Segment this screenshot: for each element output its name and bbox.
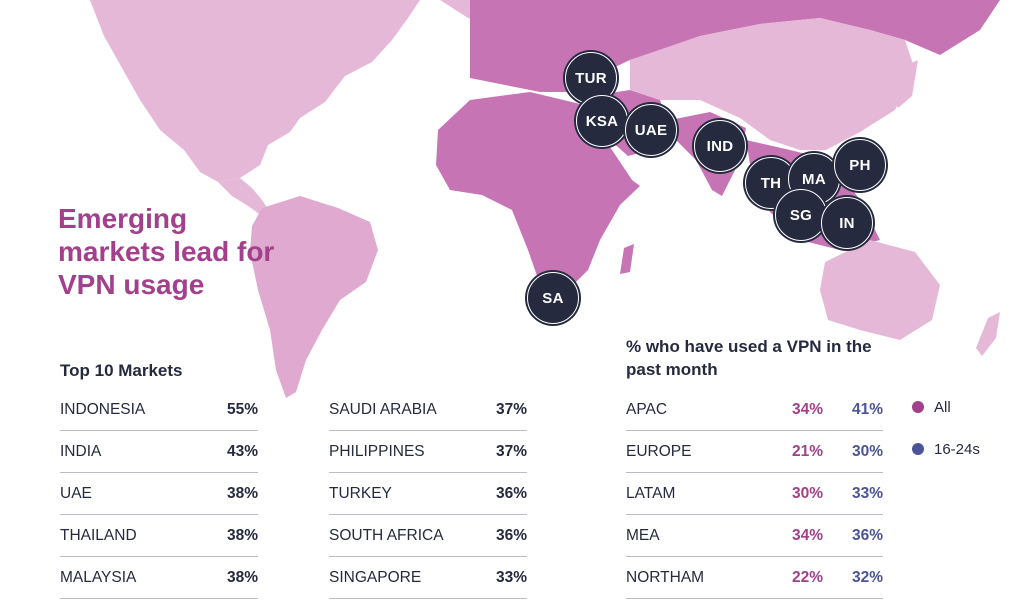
market-name: SINGAPORE [329, 568, 422, 586]
market-name: SOUTH AFRICA [329, 526, 444, 544]
madagascar-land [620, 244, 634, 274]
table-row: SOUTH AFRICA 36% [329, 515, 527, 557]
marker-ind[interactable]: IND [694, 120, 746, 172]
region-value-all: 30% [791, 484, 823, 502]
legend: All 16-24s [912, 386, 980, 470]
market-name: PHILIPPINES [329, 442, 425, 460]
table-row: APAC 34% 41% [626, 389, 883, 431]
region-value-all: 34% [791, 400, 823, 418]
region-value-16-24: 32% [851, 568, 883, 586]
region-value-16-24: 41% [851, 400, 883, 418]
table-row: UAE 38% [60, 473, 258, 515]
region-value-16-24: 36% [851, 526, 883, 544]
legend-dot-all [912, 401, 924, 413]
table-row: SINGAPORE 33% [329, 557, 527, 599]
region-value-all: 21% [791, 442, 823, 460]
marker-uae[interactable]: UAE [625, 104, 677, 156]
legend-label-16-24: 16-24s [934, 440, 980, 458]
market-value: 36% [495, 484, 527, 502]
marker-ksa[interactable]: KSA [576, 95, 628, 147]
market-value: 37% [495, 400, 527, 418]
market-name: THAILAND [60, 526, 137, 544]
market-value: 38% [226, 568, 258, 586]
new-zealand-land [976, 312, 1000, 356]
top-markets-title: Top 10 Markets [60, 361, 183, 380]
marker-sg[interactable]: SG [775, 189, 827, 241]
market-name: MALAYSIA [60, 568, 137, 586]
south-america-land [250, 196, 378, 398]
north-america-land [90, 0, 420, 182]
central-america-land [218, 178, 270, 216]
legend-label-all: All [934, 398, 951, 416]
legend-item-all: All [912, 386, 980, 428]
market-name: TURKEY [329, 484, 392, 502]
region-name: EUROPE [626, 442, 692, 460]
region-name: NORTHAM [626, 568, 705, 586]
market-value: 36% [495, 526, 527, 544]
region-value-all: 34% [791, 526, 823, 544]
market-value: 37% [495, 442, 527, 460]
table-row: TURKEY 36% [329, 473, 527, 515]
market-name: INDONESIA [60, 400, 146, 418]
top-markets-left-list: INDONESIA 55% INDIA 43% UAE 38% THAILAND 38%… [60, 389, 258, 599]
asia-land [630, 18, 915, 150]
australia-land [820, 240, 940, 340]
region-value-16-24: 33% [851, 484, 883, 502]
table-row: INDONESIA 55% [60, 389, 258, 431]
legend-item-16-24: 16-24s [912, 428, 980, 470]
table-row: NORTHAM 22% 32% [626, 557, 883, 599]
japan-land [892, 60, 918, 108]
table-row: PHILIPPINES 37% [329, 431, 527, 473]
market-value: 38% [226, 484, 258, 502]
market-value: 55% [226, 400, 258, 418]
market-name: INDIA [60, 442, 102, 460]
market-value: 43% [226, 442, 258, 460]
headline: Emerging markets lead for VPN usage [58, 203, 275, 300]
table-row: EUROPE 21% 30% [626, 431, 883, 473]
table-row: MALAYSIA 38% [60, 557, 258, 599]
regions-title: % who have used a VPN in the past month [626, 337, 872, 379]
region-name: MEA [626, 526, 660, 544]
table-row: THAILAND 38% [60, 515, 258, 557]
region-name: APAC [626, 400, 668, 418]
market-value: 38% [226, 526, 258, 544]
table-row: MEA 34% 36% [626, 515, 883, 557]
market-value: 33% [495, 568, 527, 586]
marker-ph[interactable]: PH [834, 139, 886, 191]
region-value-16-24: 30% [851, 442, 883, 460]
table-row: LATAM 30% 33% [626, 473, 883, 515]
marker-sa[interactable]: SA [527, 272, 579, 324]
table-row: SAUDI ARABIA 37% [329, 389, 527, 431]
market-name: SAUDI ARABIA [329, 400, 437, 418]
legend-dot-16-24 [912, 443, 924, 455]
region-name: LATAM [626, 484, 676, 502]
region-value-all: 22% [791, 568, 823, 586]
market-name: UAE [60, 484, 92, 502]
table-row: INDIA 43% [60, 431, 258, 473]
regions-list: APAC 34% 41% EUROPE 21% 30% LATAM 30% 33% MEA 3… [626, 389, 883, 599]
marker-in[interactable]: IN [821, 197, 873, 249]
top-markets-right-list: SAUDI ARABIA 37% PHILIPPINES 37% TURKEY 36%… [329, 389, 527, 599]
